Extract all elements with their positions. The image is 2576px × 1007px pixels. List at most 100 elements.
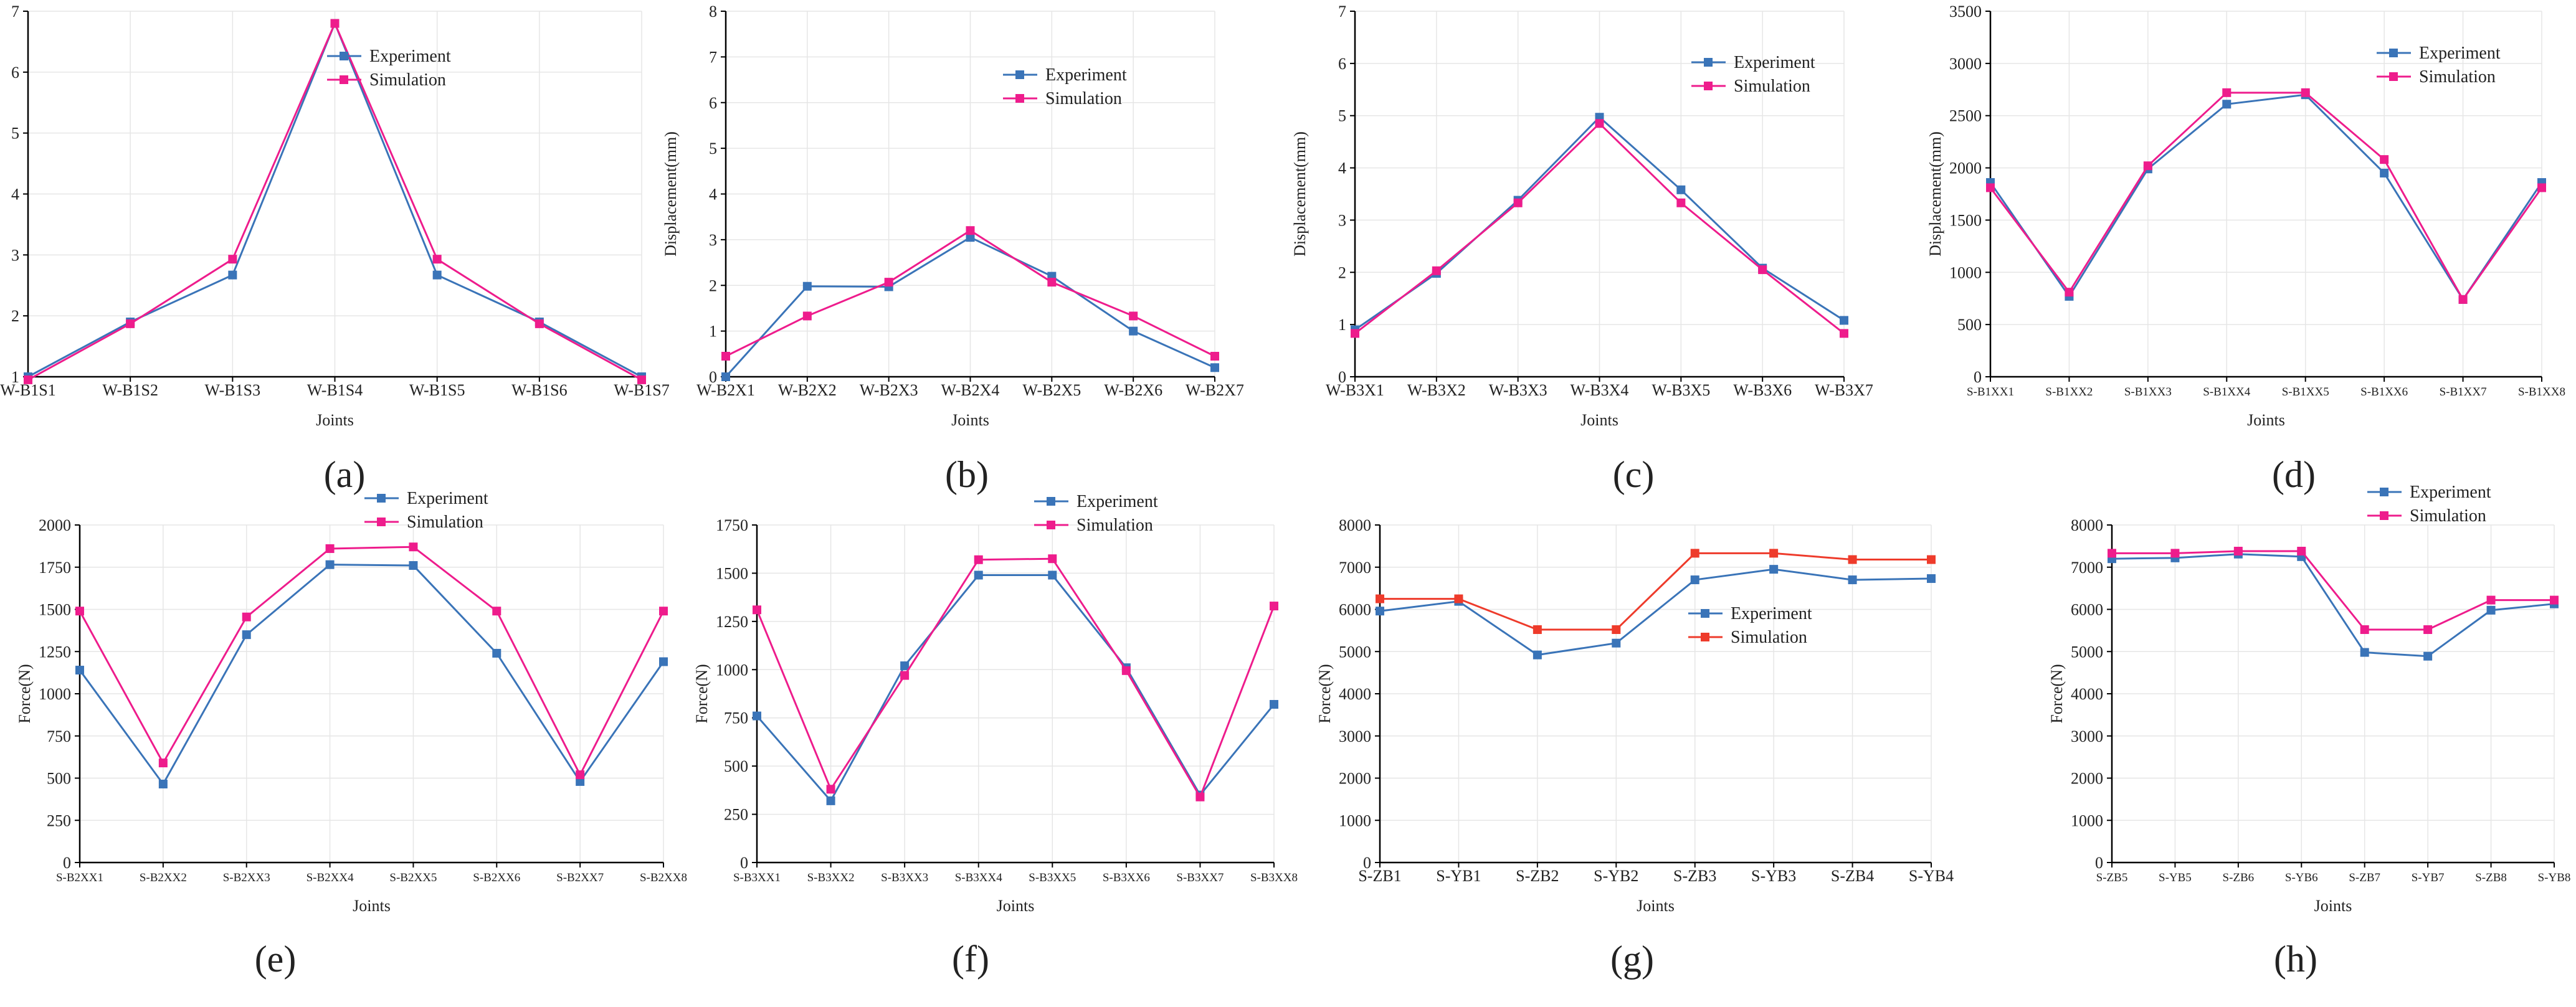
data-point-simulation (1769, 549, 1779, 558)
y-tick-label: 4 (1338, 159, 1346, 177)
data-point-simulation (432, 255, 442, 264)
legend-label-experiment: Experiment (369, 47, 451, 66)
y-tick-label: 0 (1974, 368, 1982, 386)
data-point-simulation (721, 351, 730, 361)
x-tick-label: W-B2X4 (941, 381, 1000, 399)
chart-panel-f: 0 250 500 750 1000 1250 1500 1750 S-B3XX1 S-B3XX2… (693, 492, 1298, 980)
x-tick-label: S-B3XX7 (1176, 871, 1224, 884)
x-axis-title: Joints (997, 897, 1035, 915)
data-point-experiment (753, 711, 761, 721)
y-tick-label: 1000 (2071, 811, 2103, 830)
data-point-experiment (826, 796, 835, 805)
y-tick-label: 4 (11, 186, 19, 204)
x-tick-label: W-B2X5 (1022, 381, 1081, 399)
legend-marker-simulation (1704, 82, 1713, 90)
x-tick-label: S-B2XX1 (56, 871, 103, 884)
data-point-simulation (2486, 595, 2496, 605)
x-tick-label: W-B1S5 (409, 381, 465, 399)
y-tick-label: 1500 (39, 601, 71, 619)
y-axis-title: Displacement(mm) (662, 131, 680, 257)
data-point-experiment (228, 270, 237, 280)
x-tick-label: S-ZB8 (2475, 871, 2507, 884)
x-tick-label: S-YB7 (2412, 871, 2445, 884)
y-tick-label: 1000 (1949, 263, 1982, 281)
data-point-experiment (900, 661, 910, 671)
x-tick-label: S-ZB1 (1358, 867, 1401, 885)
y-axis-title: Displacement(mm) (1291, 131, 1309, 257)
data-point-experiment (2360, 648, 2369, 657)
legend-marker-simulation (377, 518, 386, 526)
series-line-experiment (2111, 553, 2555, 658)
x-axis-title: Joints (1580, 411, 1618, 429)
x-tick-label: W-B2X6 (1104, 381, 1162, 399)
y-tick-label: 5 (1338, 107, 1346, 125)
x-tick-label: W-B1S4 (307, 381, 363, 399)
y-tick-label: 8000 (2071, 516, 2103, 534)
data-point-simulation (2360, 625, 2369, 635)
y-tick-label: 250 (47, 811, 71, 830)
data-point-experiment (1533, 650, 1542, 660)
legend-label-experiment: Experiment (407, 489, 488, 508)
series-line-experiment (756, 574, 1275, 803)
x-tick-label: W-B3X1 (1326, 381, 1384, 399)
data-point-experiment (802, 281, 812, 291)
legend-label-simulation: Simulation (1734, 77, 1810, 96)
data-point-simulation (1612, 625, 1621, 635)
y-tick-label: 0 (63, 854, 71, 872)
y-axis-title: Force(N) (693, 664, 711, 723)
data-point-experiment (1270, 700, 1278, 709)
x-tick-label: S-B2XX2 (140, 871, 187, 884)
legend-label-experiment: Experiment (1045, 65, 1127, 85)
data-point-simulation (1432, 266, 1441, 275)
legend-marker-simulation (1701, 633, 1709, 641)
data-point-simulation (2233, 547, 2243, 556)
y-tick-label: 4 (709, 186, 717, 204)
data-point-experiment (1210, 363, 1219, 372)
data-point-simulation (1533, 625, 1542, 635)
x-tick-label: S-B3XX5 (1029, 871, 1076, 884)
x-tick-label: W-B3X4 (1571, 381, 1629, 399)
y-tick-label: 6000 (1339, 601, 1371, 619)
y-tick-label: 2000 (2071, 770, 2103, 788)
y-tick-label: 0 (709, 368, 717, 386)
y-tick-label: 3 (709, 231, 717, 249)
panel-label: (a) (324, 454, 366, 495)
data-point-experiment (1769, 565, 1779, 574)
data-point-experiment (75, 666, 84, 675)
data-point-simulation (492, 607, 501, 616)
legend-marker-experiment (2380, 488, 2388, 496)
data-point-experiment (1690, 575, 1699, 585)
x-tick-label: S-B1XX7 (2440, 385, 2487, 399)
data-point-experiment (1048, 570, 1057, 580)
y-tick-label: 2500 (1949, 107, 1982, 125)
x-tick-label: W-B2X2 (778, 381, 837, 399)
y-tick-label: 0 (2095, 854, 2103, 872)
y-tick-label: 0 (1363, 854, 1371, 872)
x-axis-title: Joints (2247, 411, 2285, 429)
y-tick-label: 6 (709, 94, 717, 112)
data-point-simulation (2550, 595, 2559, 605)
x-axis-title: Joints (951, 411, 989, 429)
x-tick-label: S-B2XX8 (640, 871, 687, 884)
legend-label-simulation: Simulation (1045, 89, 1122, 108)
x-tick-label: S-YB2 (1594, 867, 1638, 885)
panel-label: (d) (2272, 454, 2316, 495)
legend-label-simulation: Simulation (2410, 506, 2486, 526)
y-axis-title: Displacement(mm) (1926, 131, 1944, 257)
y-tick-label: 750 (47, 727, 71, 745)
panel-label: (g) (1610, 938, 1654, 980)
data-point-simulation (75, 607, 84, 616)
data-point-experiment (492, 648, 501, 658)
x-tick-label: S-YB3 (1751, 867, 1796, 885)
legend-marker-simulation (1047, 521, 1055, 529)
x-tick-label: S-YB4 (1909, 867, 1954, 885)
legend-marker-experiment (340, 52, 348, 60)
y-tick-label: 0 (1338, 368, 1346, 386)
data-point-experiment (1129, 326, 1138, 336)
y-axis-title: Force(N) (16, 664, 34, 723)
y-tick-label: 3 (1338, 211, 1346, 229)
data-point-experiment (721, 372, 730, 381)
x-tick-label: W-B3X7 (1815, 381, 1873, 399)
data-point-simulation (1048, 554, 1057, 564)
